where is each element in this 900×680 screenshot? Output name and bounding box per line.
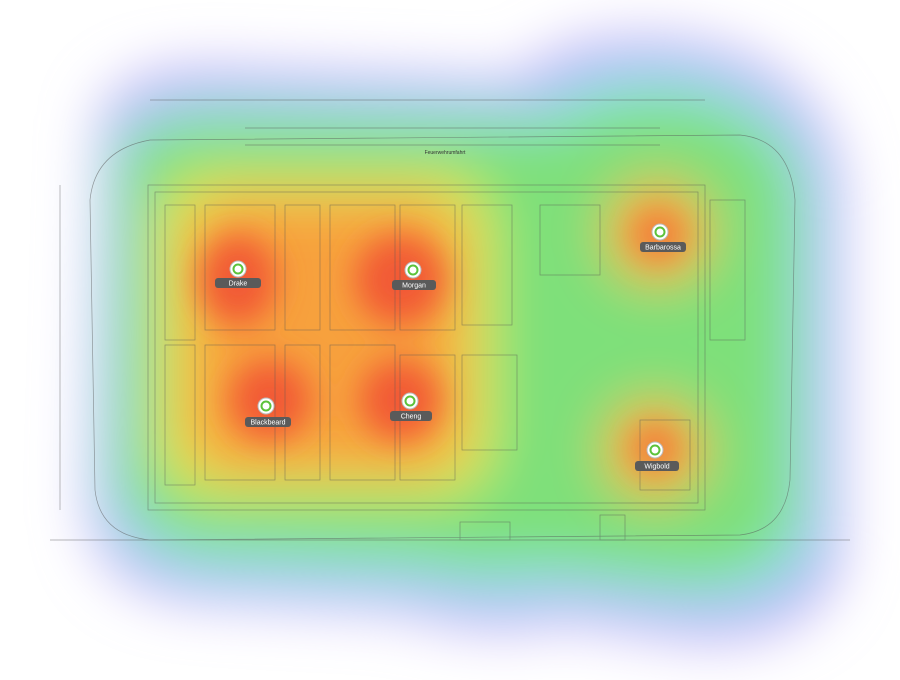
road-label: Feuerwehrumfahrt (425, 150, 466, 156)
ap-label: Cheng (401, 413, 422, 420)
ap-label: Wigbold (644, 463, 669, 470)
access-point[interactable]: Drake (215, 260, 261, 288)
access-point[interactable]: Barbarossa (640, 223, 686, 252)
access-point[interactable]: Wigbold (635, 441, 679, 471)
access-point[interactable]: Blackbeard (245, 397, 291, 427)
ap-label: Barbarossa (645, 244, 681, 251)
access-point[interactable]: Cheng (390, 392, 432, 421)
ap-label: Morgan (402, 282, 426, 289)
signal-heatmap (89, 38, 840, 641)
ap-label: Drake (229, 280, 248, 287)
ap-label: Blackbeard (250, 419, 285, 426)
access-point[interactable]: Morgan (392, 261, 436, 290)
